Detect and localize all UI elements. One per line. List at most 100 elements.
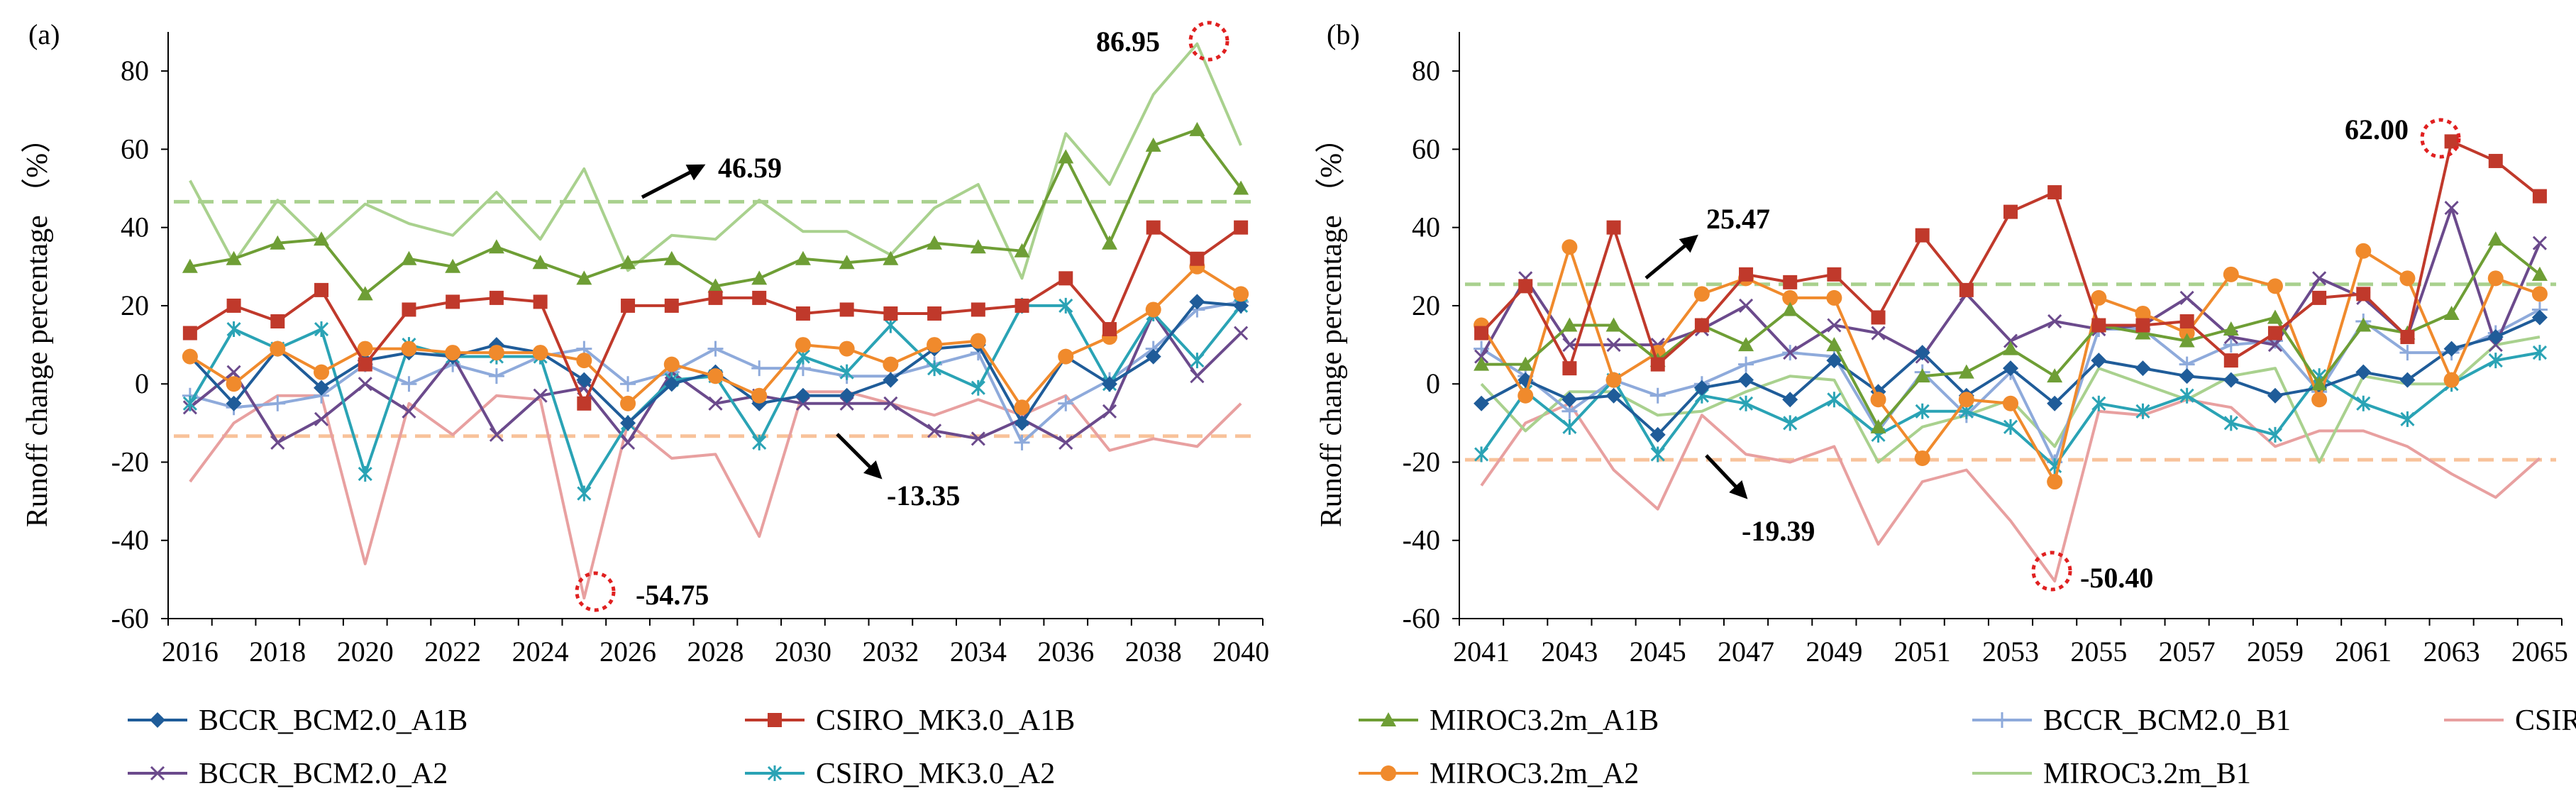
data-point xyxy=(620,255,636,270)
annotation-min-b: -50.40 xyxy=(2080,562,2153,594)
data-point xyxy=(1562,361,1577,376)
y-tick-label: 80 xyxy=(1412,55,1440,87)
legend-label: CSIRO_MK3.0_A1B xyxy=(816,704,1075,737)
data-point xyxy=(1693,286,1710,302)
data-point xyxy=(2311,376,2328,391)
data-point xyxy=(2047,395,2063,411)
data-point xyxy=(1826,289,1842,306)
y-tick-label: 80 xyxy=(121,55,149,87)
data-point xyxy=(1782,289,1798,306)
data-point xyxy=(883,356,899,372)
data-point xyxy=(1915,403,1930,419)
data-point xyxy=(357,341,373,357)
data-point xyxy=(577,396,592,411)
data-point xyxy=(2356,287,2371,301)
data-point xyxy=(1782,392,1798,408)
x-tick-label: 2032 xyxy=(862,636,919,668)
data-point xyxy=(1605,372,1622,388)
data-point xyxy=(401,250,417,265)
data-point xyxy=(1783,275,1798,289)
data-point xyxy=(1014,399,1030,416)
data-point xyxy=(1189,121,1205,136)
data-point xyxy=(1738,298,1754,313)
data-point xyxy=(358,377,372,392)
data-point xyxy=(2531,266,2548,281)
data-point xyxy=(927,360,942,377)
data-point xyxy=(2047,474,2063,490)
data-point xyxy=(1827,318,1842,333)
legend-label: BCCR_BCM2.0_A1B xyxy=(199,704,468,737)
data-point xyxy=(1518,387,1534,404)
data-point xyxy=(2267,338,2283,353)
series-csiro-mk3-0-a2 xyxy=(1474,345,2547,474)
panel-b-mean-lines xyxy=(1465,282,2556,462)
data-point xyxy=(927,235,943,250)
data-point xyxy=(2400,411,2415,427)
data-point xyxy=(839,364,854,380)
legend-label: MIROC3.2m_A2 xyxy=(1430,758,1639,790)
panel-b-annotations: 25.47 -19.39 62.00 -50.40 xyxy=(1644,114,2461,594)
data-point xyxy=(708,396,723,411)
data-point xyxy=(1101,235,1117,250)
data-point xyxy=(1146,220,1161,235)
data-point xyxy=(533,388,548,403)
annotation-min-a: -54.75 xyxy=(636,579,709,611)
data-point xyxy=(839,396,854,411)
legend-swatch xyxy=(745,713,805,727)
data-point xyxy=(2047,314,2062,329)
data-point xyxy=(1870,419,1886,433)
data-point xyxy=(1234,220,1249,235)
legend-label: MIROC3.2m_B1 xyxy=(2043,758,2251,790)
data-point xyxy=(2223,266,2239,282)
max-marker-circle-a xyxy=(1188,21,1229,62)
data-point xyxy=(1233,286,1249,302)
data-point xyxy=(489,290,504,305)
data-point xyxy=(883,396,898,411)
data-point xyxy=(2532,189,2547,204)
data-point xyxy=(2267,309,2283,324)
data-point xyxy=(2487,329,2504,345)
data-point xyxy=(707,368,724,384)
legend-swatch-marker xyxy=(1381,765,1396,781)
data-point xyxy=(1606,338,1621,353)
data-point xyxy=(2355,364,2372,380)
data-point xyxy=(663,250,680,265)
data-point xyxy=(971,302,985,317)
y-tick-label: -40 xyxy=(111,524,149,556)
data-point xyxy=(270,395,286,411)
data-point xyxy=(839,255,855,270)
y-tick-label: 40 xyxy=(1412,211,1440,243)
data-point xyxy=(1605,387,1622,404)
data-point xyxy=(1871,326,1886,341)
legend-swatch-marker xyxy=(768,713,782,727)
legend-label: BCCR_BCM2.0_A2 xyxy=(199,758,448,790)
x-tick-label: 2051 xyxy=(1894,636,1951,668)
data-point xyxy=(2179,333,2195,348)
data-point xyxy=(2223,415,2238,431)
data-point xyxy=(1959,282,1974,297)
data-point xyxy=(314,380,330,396)
data-point xyxy=(1693,380,1710,396)
series-miroc3-2m-a1b xyxy=(182,121,1249,301)
data-point xyxy=(358,357,372,372)
data-point xyxy=(2267,326,2282,341)
data-point xyxy=(226,298,241,313)
data-point xyxy=(2312,290,2327,305)
data-point xyxy=(1233,180,1249,195)
legend-item-csiro-a1b: CSIRO_MK3.0_A1B xyxy=(745,704,1075,737)
data-point xyxy=(1694,318,1709,333)
data-point xyxy=(2179,368,2195,384)
data-point xyxy=(1870,392,1886,408)
data-point xyxy=(751,270,768,285)
y-tick-label: 60 xyxy=(121,133,149,165)
x-tick-label: 2028 xyxy=(687,636,744,668)
data-point xyxy=(2091,289,2107,306)
data-point xyxy=(2444,134,2459,149)
legend-swatch xyxy=(1972,712,2032,728)
data-point xyxy=(1958,392,1974,408)
panel-a-series xyxy=(182,42,1249,600)
data-point xyxy=(1102,322,1117,337)
legend-label: BCCR_BCM2.0_B1 xyxy=(2043,704,2291,737)
data-point xyxy=(2399,372,2416,388)
